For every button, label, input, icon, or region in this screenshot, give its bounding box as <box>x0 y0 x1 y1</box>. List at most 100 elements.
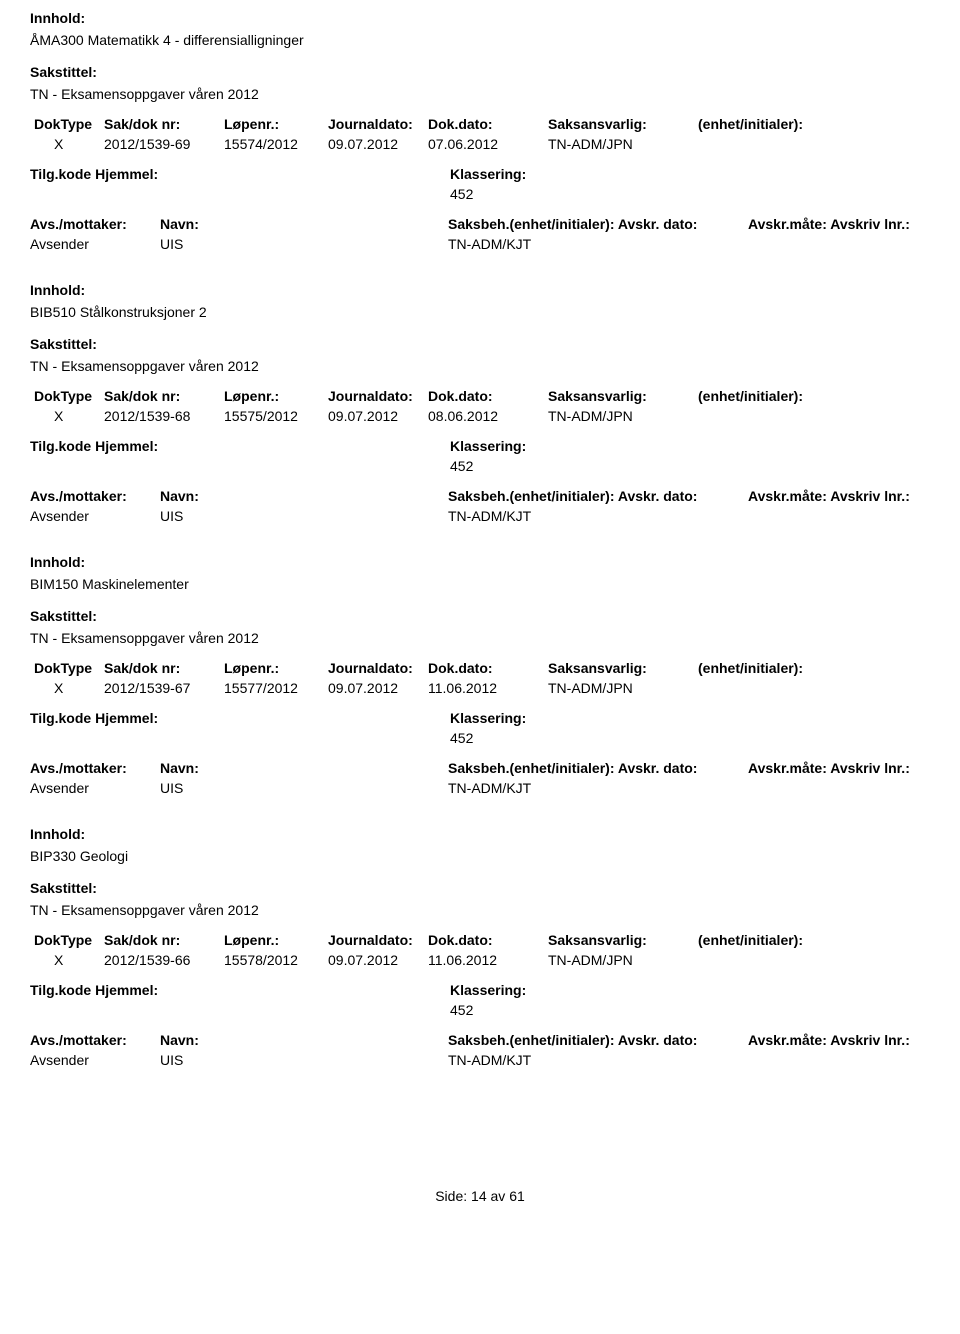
tilgkode-label: Tilg.kode <box>30 982 91 998</box>
klassering-row: 452 <box>30 186 930 202</box>
klassering-row: 452 <box>30 458 930 474</box>
sakstittel-text: TN - Eksamensoppgaver våren 2012 <box>30 358 930 374</box>
navn-label: Navn: <box>160 760 448 776</box>
klassering-value: 452 <box>30 186 473 202</box>
tilgkode-label: Tilg.kode <box>30 438 91 454</box>
klassering-value: 452 <box>30 730 473 746</box>
klassering-label: Klassering: <box>450 166 570 182</box>
avsender-label: Avsender <box>30 780 160 796</box>
saksansvarlig-value: TN-ADM/JPN <box>548 680 698 696</box>
data-row: X 2012/1539-67 15577/2012 09.07.2012 11.… <box>30 680 930 696</box>
journaldato-value: 09.07.2012 <box>328 952 428 968</box>
doktype-value: X <box>30 952 104 968</box>
saksbeh-value: TN-ADM/KJT <box>448 780 748 796</box>
tilgkode-label: Tilg.kode <box>30 166 91 182</box>
innhold-label: Innhold: <box>30 282 930 298</box>
navn-label: Navn: <box>160 1032 448 1048</box>
doktype-label: DokType <box>30 932 104 948</box>
lopenr-label: Løpenr.: <box>224 660 328 676</box>
enhet-value <box>698 680 848 696</box>
innhold-label: Innhold: <box>30 10 930 26</box>
sakdok-label: Sak/dok nr: <box>104 660 224 676</box>
sakdok-value: 2012/1539-68 <box>104 408 224 424</box>
hjemmel-label: Hjemmel: <box>95 166 158 182</box>
lopenr-value: 15575/2012 <box>224 408 328 424</box>
avsender-row: Avsender UIS TN-ADM/KJT <box>30 780 930 796</box>
saksansvarlig-label: Saksansvarlig: <box>548 932 698 948</box>
enhet-initialer-label: (enhet/initialer): <box>698 116 848 132</box>
dokdato-label: Dok.dato: <box>428 932 548 948</box>
avskr-rest-label: Avskr.måte: Avskriv lnr.: <box>748 1032 930 1048</box>
doktype-value: X <box>30 408 104 424</box>
tilg-row: Tilg.kode Hjemmel: Klassering: <box>30 982 930 998</box>
klassering-label: Klassering: <box>450 982 570 998</box>
doktype-label: DokType <box>30 116 104 132</box>
avsender-value: UIS <box>160 780 448 796</box>
innhold-label: Innhold: <box>30 826 930 842</box>
avskr-rest-label: Avskr.måte: Avskriv lnr.: <box>748 488 930 504</box>
lopenr-label: Løpenr.: <box>224 932 328 948</box>
page-footer: Side: 14 av 61 <box>30 1188 930 1204</box>
avsender-label: Avsender <box>30 236 160 252</box>
journaldato-label: Journaldato: <box>328 116 428 132</box>
dokdato-label: Dok.dato: <box>428 388 548 404</box>
footer-total: 61 <box>509 1188 525 1204</box>
lopenr-label: Løpenr.: <box>224 388 328 404</box>
avs-mottaker-label: Avs./mottaker: <box>30 760 160 776</box>
tilg-row: Tilg.kode Hjemmel: Klassering: <box>30 438 930 454</box>
sakdok-value: 2012/1539-66 <box>104 952 224 968</box>
avs-mottaker-label: Avs./mottaker: <box>30 216 160 232</box>
avsender-row: Avsender UIS TN-ADM/KJT <box>30 236 930 252</box>
saksansvarlig-value: TN-ADM/JPN <box>548 952 698 968</box>
sakstittel-label: Sakstittel: <box>30 64 930 80</box>
saksansvarlig-label: Saksansvarlig: <box>548 116 698 132</box>
sakdok-label: Sak/dok nr: <box>104 116 224 132</box>
avskr-rest-label: Avskr.måte: Avskriv lnr.: <box>748 760 930 776</box>
sakstittel-label: Sakstittel: <box>30 880 930 896</box>
saksbeh-value: TN-ADM/KJT <box>448 236 748 252</box>
klassering-value: 452 <box>30 458 473 474</box>
avskr-rest-label: Avskr.måte: Avskriv lnr.: <box>748 216 930 232</box>
avsender-row: Avsender UIS TN-ADM/KJT <box>30 508 930 524</box>
enhet-value <box>698 408 848 424</box>
saksbeh-label: Saksbeh.(enhet/initialer): Avskr. dato: <box>448 760 748 776</box>
enhet-initialer-label: (enhet/initialer): <box>698 388 848 404</box>
saksbeh-value: TN-ADM/KJT <box>448 1052 748 1068</box>
sakdok-label: Sak/dok nr: <box>104 388 224 404</box>
avsender-value: UIS <box>160 508 448 524</box>
doktype-label: DokType <box>30 660 104 676</box>
klassering-value: 452 <box>30 1002 473 1018</box>
avsender-row: Avsender UIS TN-ADM/KJT <box>30 1052 930 1068</box>
hjemmel-label: Hjemmel: <box>95 982 158 998</box>
data-row: X 2012/1539-69 15574/2012 09.07.2012 07.… <box>30 136 930 152</box>
saksansvarlig-value: TN-ADM/JPN <box>548 136 698 152</box>
data-row: X 2012/1539-68 15575/2012 09.07.2012 08.… <box>30 408 930 424</box>
doktype-label: DokType <box>30 388 104 404</box>
footer-side-label: Side: <box>435 1188 467 1204</box>
avsender-value: UIS <box>160 236 448 252</box>
tilg-row: Tilg.kode Hjemmel: Klassering: <box>30 710 930 726</box>
dokdato-value: 11.06.2012 <box>428 680 548 696</box>
header-row: DokType Sak/dok nr: Løpenr.: Journaldato… <box>30 932 930 948</box>
saksbeh-label: Saksbeh.(enhet/initialer): Avskr. dato: <box>448 216 748 232</box>
doktype-value: X <box>30 136 104 152</box>
innhold-text: BIB510 Stålkonstruksjoner 2 <box>30 304 930 320</box>
dokdato-value: 08.06.2012 <box>428 408 548 424</box>
avsender-value: UIS <box>160 1052 448 1068</box>
saksansvarlig-value: TN-ADM/JPN <box>548 408 698 424</box>
journaldato-value: 09.07.2012 <box>328 680 428 696</box>
sakdok-value: 2012/1539-69 <box>104 136 224 152</box>
saksansvarlig-label: Saksansvarlig: <box>548 660 698 676</box>
dokdato-label: Dok.dato: <box>428 116 548 132</box>
klassering-row: 452 <box>30 730 930 746</box>
sakstittel-label: Sakstittel: <box>30 336 930 352</box>
journaldato-label: Journaldato: <box>328 660 428 676</box>
innhold-text: BIM150 Maskinelementer <box>30 576 930 592</box>
sakdok-value: 2012/1539-67 <box>104 680 224 696</box>
klassering-label: Klassering: <box>450 710 570 726</box>
avs-header-row: Avs./mottaker: Navn: Saksbeh.(enhet/init… <box>30 760 930 776</box>
avs-header-row: Avs./mottaker: Navn: Saksbeh.(enhet/init… <box>30 1032 930 1048</box>
journal-entry: Innhold: BIP330 Geologi Sakstittel: TN -… <box>30 826 930 1068</box>
doktype-value: X <box>30 680 104 696</box>
sakstittel-text: TN - Eksamensoppgaver våren 2012 <box>30 630 930 646</box>
